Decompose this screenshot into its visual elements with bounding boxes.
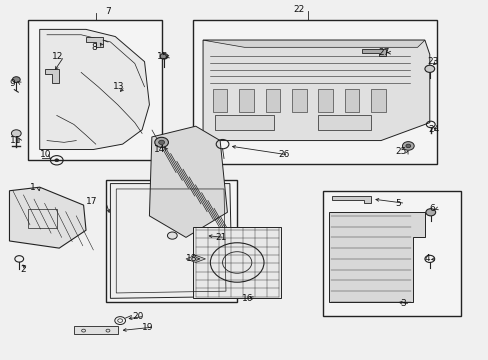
Polygon shape xyxy=(110,184,232,298)
Text: 8: 8 xyxy=(91,43,97,52)
Text: 9: 9 xyxy=(9,79,15,88)
Text: 1: 1 xyxy=(30,183,36,192)
Circle shape xyxy=(402,141,413,150)
Polygon shape xyxy=(9,187,86,248)
Circle shape xyxy=(160,53,167,59)
Bar xyxy=(291,89,306,112)
Text: 11: 11 xyxy=(9,136,21,145)
Bar xyxy=(193,21,436,164)
Bar xyxy=(193,226,281,298)
Circle shape xyxy=(155,137,168,147)
Text: 2: 2 xyxy=(20,265,26,274)
Polygon shape xyxy=(40,30,149,149)
Bar xyxy=(344,89,359,112)
Text: 10: 10 xyxy=(40,150,51,159)
Text: 6: 6 xyxy=(429,204,435,213)
Polygon shape xyxy=(185,255,205,262)
Polygon shape xyxy=(86,37,103,47)
Bar xyxy=(212,89,227,112)
Text: 26: 26 xyxy=(278,150,289,159)
Polygon shape xyxy=(331,196,370,203)
Text: 13: 13 xyxy=(113,82,124,91)
Text: 18: 18 xyxy=(185,255,197,264)
Text: 23: 23 xyxy=(427,57,438,66)
Bar xyxy=(239,89,253,112)
Text: 15: 15 xyxy=(157,52,168,61)
Polygon shape xyxy=(361,49,385,56)
Bar xyxy=(27,209,57,228)
Text: 24: 24 xyxy=(428,125,439,134)
Text: 3: 3 xyxy=(400,299,406,308)
Circle shape xyxy=(167,232,177,239)
Text: 20: 20 xyxy=(132,312,143,321)
Text: 21: 21 xyxy=(215,233,226,242)
Text: 17: 17 xyxy=(86,197,97,206)
Polygon shape xyxy=(44,69,59,83)
Text: 14: 14 xyxy=(154,145,165,154)
Bar xyxy=(27,21,161,160)
Circle shape xyxy=(425,209,435,216)
Polygon shape xyxy=(203,40,424,47)
Text: 4: 4 xyxy=(424,255,429,264)
Bar xyxy=(317,116,370,130)
Text: 7: 7 xyxy=(105,7,111,16)
Circle shape xyxy=(405,144,410,148)
Circle shape xyxy=(55,159,59,162)
Text: 27: 27 xyxy=(378,48,389,57)
Text: 19: 19 xyxy=(142,323,153,332)
Bar xyxy=(105,180,237,302)
Text: 5: 5 xyxy=(395,199,401,208)
Text: 25: 25 xyxy=(395,147,406,156)
Circle shape xyxy=(424,65,434,72)
Circle shape xyxy=(11,130,21,137)
Circle shape xyxy=(158,140,164,144)
Text: 16: 16 xyxy=(242,294,253,303)
Polygon shape xyxy=(203,40,429,140)
Bar xyxy=(74,326,118,334)
Text: 22: 22 xyxy=(293,5,304,14)
Polygon shape xyxy=(149,126,227,237)
Bar xyxy=(215,116,273,130)
Bar xyxy=(265,89,280,112)
Text: 12: 12 xyxy=(52,52,63,61)
Circle shape xyxy=(12,77,20,82)
Bar xyxy=(318,89,332,112)
Polygon shape xyxy=(328,212,424,302)
Bar xyxy=(322,191,461,316)
Bar xyxy=(370,89,385,112)
